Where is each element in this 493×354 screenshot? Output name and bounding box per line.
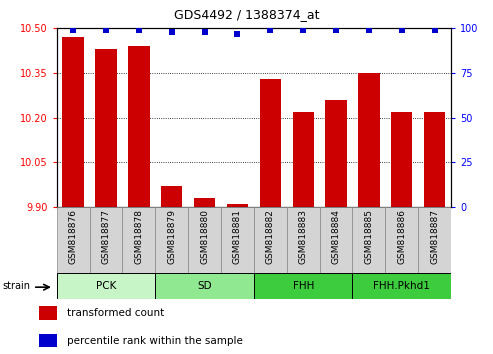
Bar bbox=[122, 207, 155, 273]
Bar bbox=[95, 49, 117, 207]
Bar bbox=[386, 207, 418, 273]
Bar bbox=[352, 207, 386, 273]
Text: GSM818885: GSM818885 bbox=[364, 209, 373, 264]
Point bbox=[299, 27, 307, 33]
Bar bbox=[254, 207, 287, 273]
Bar bbox=[319, 207, 352, 273]
Bar bbox=[188, 207, 221, 273]
Point bbox=[365, 27, 373, 33]
Bar bbox=[57, 273, 155, 299]
Bar bbox=[155, 207, 188, 273]
Bar bbox=[260, 79, 281, 207]
Bar bbox=[325, 100, 347, 207]
Point bbox=[102, 27, 110, 33]
Point bbox=[234, 31, 242, 36]
Bar bbox=[254, 273, 352, 299]
Bar bbox=[352, 273, 451, 299]
Text: percentile rank within the sample: percentile rank within the sample bbox=[67, 336, 243, 346]
Bar bbox=[39, 306, 57, 320]
Point bbox=[168, 29, 176, 35]
Text: GSM818884: GSM818884 bbox=[332, 209, 341, 264]
Text: GSM818877: GSM818877 bbox=[102, 209, 110, 264]
Bar bbox=[221, 207, 254, 273]
Text: GSM818876: GSM818876 bbox=[69, 209, 77, 264]
Bar bbox=[161, 186, 182, 207]
Text: FHH.Pkhd1: FHH.Pkhd1 bbox=[373, 281, 430, 291]
Bar bbox=[227, 204, 248, 207]
Point bbox=[135, 27, 143, 33]
Bar bbox=[287, 207, 319, 273]
Bar bbox=[155, 273, 254, 299]
Bar bbox=[292, 112, 314, 207]
Bar bbox=[128, 46, 149, 207]
Bar bbox=[358, 73, 380, 207]
Text: GSM818878: GSM818878 bbox=[135, 209, 143, 264]
Text: transformed count: transformed count bbox=[67, 308, 164, 318]
Text: GSM818887: GSM818887 bbox=[430, 209, 439, 264]
Text: GSM818881: GSM818881 bbox=[233, 209, 242, 264]
Point bbox=[69, 27, 77, 33]
Point bbox=[201, 29, 209, 35]
Text: strain: strain bbox=[2, 281, 31, 291]
Text: GSM818886: GSM818886 bbox=[397, 209, 406, 264]
Text: FHH: FHH bbox=[292, 281, 314, 291]
Point bbox=[398, 27, 406, 33]
Bar bbox=[39, 334, 57, 347]
Bar bbox=[424, 112, 445, 207]
Text: GDS4492 / 1388374_at: GDS4492 / 1388374_at bbox=[174, 8, 319, 21]
Text: GSM818883: GSM818883 bbox=[299, 209, 308, 264]
Bar bbox=[194, 198, 215, 207]
Text: GSM818882: GSM818882 bbox=[266, 209, 275, 264]
Bar bbox=[57, 207, 90, 273]
Point bbox=[332, 27, 340, 33]
Bar bbox=[418, 207, 451, 273]
Bar bbox=[391, 112, 413, 207]
Point bbox=[431, 27, 439, 33]
Bar bbox=[90, 207, 122, 273]
Text: SD: SD bbox=[197, 281, 212, 291]
Text: GSM818879: GSM818879 bbox=[167, 209, 176, 264]
Point bbox=[266, 27, 274, 33]
Text: PCK: PCK bbox=[96, 281, 116, 291]
Bar bbox=[63, 37, 84, 207]
Text: GSM818880: GSM818880 bbox=[200, 209, 209, 264]
